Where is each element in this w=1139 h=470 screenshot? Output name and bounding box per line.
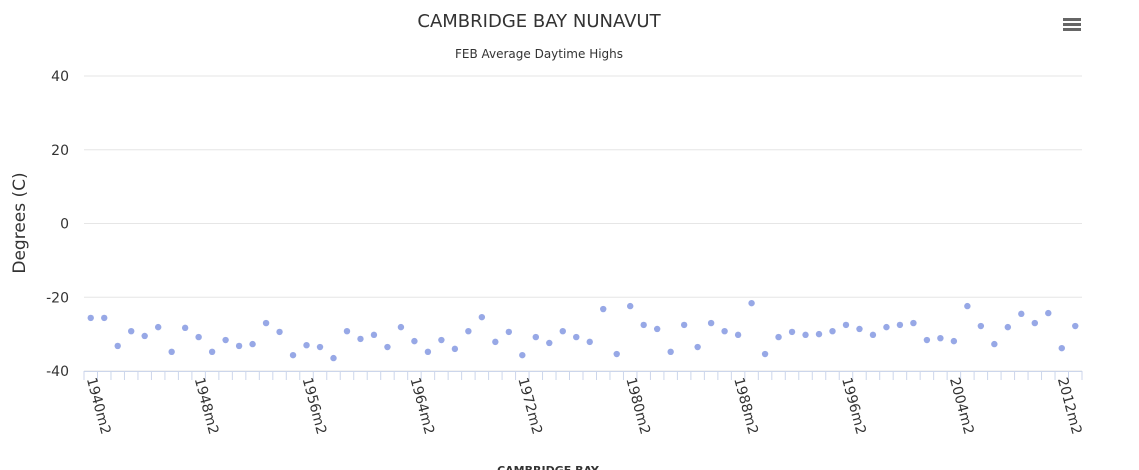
point — [869, 331, 877, 339]
x-tick-label: 2004m2 — [946, 376, 977, 436]
point — [923, 336, 931, 344]
point — [519, 351, 526, 359]
point — [276, 328, 283, 336]
point — [384, 343, 391, 351]
point — [896, 321, 904, 329]
chart-subtitle: FEB Average Daytime Highs — [455, 47, 623, 61]
x-tick-label: 2012m2 — [1054, 376, 1085, 436]
y-tick-label: 40 — [51, 69, 69, 85]
point — [1072, 322, 1079, 330]
point — [707, 319, 715, 327]
point — [802, 331, 809, 339]
point — [680, 321, 688, 329]
point — [910, 319, 917, 327]
point — [586, 338, 593, 346]
point — [761, 350, 769, 358]
y-axis-title: Degrees (C) — [10, 172, 30, 273]
point — [977, 322, 985, 330]
point — [397, 323, 405, 331]
point — [357, 335, 364, 343]
point — [1031, 319, 1038, 327]
point — [505, 328, 513, 336]
point — [411, 337, 418, 345]
point — [262, 319, 270, 327]
point — [748, 299, 755, 307]
point — [289, 351, 297, 359]
menu-bar — [1063, 18, 1081, 21]
x-tick-label: 1972m2 — [514, 376, 545, 436]
x-tick-label: 1980m2 — [622, 376, 653, 436]
point — [316, 343, 324, 351]
x-tick-label: 1964m2 — [407, 376, 438, 436]
point — [775, 333, 782, 341]
point — [613, 350, 620, 358]
y-tick-label: 0 — [60, 217, 69, 233]
point — [829, 327, 836, 335]
point — [195, 333, 202, 341]
point — [235, 342, 243, 350]
point — [842, 321, 850, 329]
point — [424, 348, 432, 356]
point — [370, 331, 378, 339]
menu-button[interactable] — [1060, 12, 1084, 36]
y-tick-label: -40 — [46, 364, 69, 380]
point — [788, 328, 796, 336]
point — [222, 336, 229, 344]
point — [640, 321, 647, 329]
point — [937, 334, 944, 342]
point — [101, 314, 108, 322]
point — [653, 325, 661, 333]
point — [532, 333, 539, 341]
x-tick-label: 1996m2 — [838, 376, 869, 436]
point — [181, 324, 189, 332]
point — [734, 331, 742, 339]
point — [168, 348, 175, 356]
point — [600, 305, 607, 313]
point — [303, 341, 310, 349]
point — [1004, 323, 1012, 331]
point — [492, 338, 499, 346]
point — [141, 332, 148, 340]
menu-bar — [1063, 28, 1081, 31]
chart-title: CAMBRIDGE BAY NUNAVUT — [417, 11, 661, 32]
point — [883, 323, 890, 331]
point — [87, 314, 94, 322]
point — [208, 348, 216, 356]
x-tick-label: 1948m2 — [191, 376, 222, 436]
point — [465, 327, 472, 335]
point — [1045, 309, 1052, 317]
x-tick-label: 1988m2 — [730, 376, 761, 436]
point — [694, 343, 701, 351]
menu-bar — [1063, 23, 1081, 26]
point — [154, 323, 162, 331]
point — [964, 302, 971, 310]
point — [559, 327, 566, 335]
point — [856, 325, 863, 333]
x-tick-label: 1940m2 — [83, 376, 114, 436]
point — [478, 313, 486, 321]
point — [343, 327, 351, 335]
point — [627, 302, 634, 310]
point — [1018, 310, 1025, 318]
x-tick-label: 1956m2 — [299, 376, 330, 436]
point — [950, 337, 958, 345]
point — [451, 345, 459, 353]
point — [128, 327, 135, 335]
y-tick-label: -20 — [46, 290, 69, 306]
point — [546, 339, 553, 347]
point — [1058, 344, 1065, 352]
point — [573, 333, 580, 341]
point — [815, 330, 823, 338]
point — [330, 354, 337, 362]
legend-label: CAMBRIDGE BAY — [497, 464, 600, 470]
point — [721, 327, 728, 335]
y-tick-label: 20 — [51, 143, 69, 159]
point — [114, 342, 121, 350]
point — [991, 340, 998, 348]
point — [249, 340, 256, 348]
point — [667, 348, 674, 356]
point — [438, 336, 445, 344]
